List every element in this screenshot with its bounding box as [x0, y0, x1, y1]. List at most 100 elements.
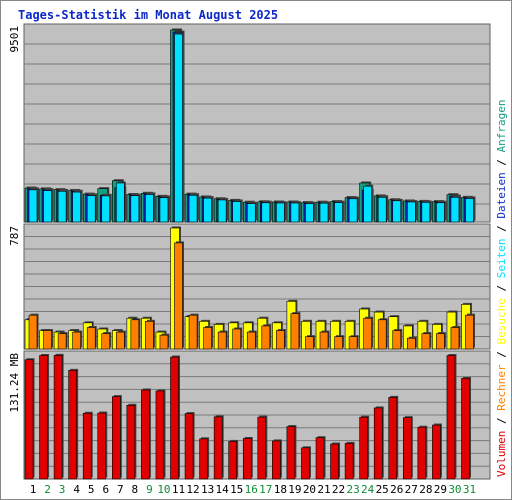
- right-legend: Volumen / Rechner / Besuche / Seiten / D…: [495, 99, 508, 477]
- legend-part-5: /: [495, 278, 508, 298]
- bar-seiten-27: [406, 201, 416, 223]
- legend-part-7: /: [495, 219, 508, 239]
- y-max-label-hits: 9501: [8, 26, 21, 53]
- bar-seiten-30: [450, 197, 460, 223]
- x-tick-label-16: 16: [245, 483, 258, 496]
- bar-rechner-15: [232, 328, 241, 350]
- bar-rechner-13: [203, 327, 212, 350]
- bar-rechner-23: [348, 336, 358, 350]
- x-tick-label-13: 13: [201, 483, 214, 496]
- bar-marks: [24, 28, 476, 480]
- x-tick-label-23: 23: [346, 483, 359, 496]
- legend-part-9: /: [495, 152, 508, 172]
- bar-rechner-7: [116, 331, 125, 350]
- bar-rechner-28: [421, 333, 431, 350]
- bar-seiten-18: [276, 202, 285, 223]
- bar-rechner-14: [217, 331, 227, 350]
- bar-seiten-15: [232, 201, 241, 223]
- x-tick-label-3: 3: [59, 483, 66, 496]
- chart-title: Tages-Statistik im Monat August 2025: [18, 8, 278, 22]
- bar-volumen-5: [82, 412, 92, 480]
- x-tick-label-22: 22: [332, 483, 345, 496]
- bar-rechner-31: [465, 314, 474, 350]
- legend-part-6: Seiten: [495, 239, 508, 279]
- x-tick-label-7: 7: [117, 483, 124, 496]
- bar-seiten-22: [334, 202, 343, 223]
- bar-rechner-11: [174, 242, 183, 350]
- bar-volumen-17: [257, 416, 267, 480]
- legend-part-0: Volumen: [495, 431, 508, 477]
- bar-volumen-2: [39, 355, 48, 480]
- x-tick-label-5: 5: [88, 483, 95, 496]
- bar-volumen-1: [24, 359, 34, 480]
- bar-seiten-7: [116, 182, 125, 223]
- bar-rechner-20: [305, 336, 314, 350]
- x-tick-label-11: 11: [172, 483, 185, 496]
- x-tick-label-8: 8: [132, 483, 139, 496]
- bar-seiten-26: [392, 200, 402, 223]
- bar-rechner-3: [57, 333, 67, 350]
- bar-seiten-28: [421, 202, 431, 223]
- bar-rechner-19: [290, 313, 300, 350]
- bar-rechner-24: [363, 317, 372, 350]
- bar-rechner-10: [159, 334, 169, 350]
- bar-volumen-13: [199, 438, 208, 480]
- x-tick-label-2: 2: [44, 483, 51, 496]
- x-tick-label-10: 10: [157, 483, 170, 496]
- bar-rechner-17: [261, 325, 271, 350]
- bar-volumen-16: [242, 438, 252, 480]
- bar-seiten-1: [28, 189, 38, 223]
- bar-seiten-2: [43, 190, 52, 223]
- x-tick-label-12: 12: [186, 483, 199, 496]
- bar-rechner-21: [319, 331, 329, 350]
- bar-seiten-8: [130, 195, 140, 223]
- bar-volumen-22: [330, 443, 339, 480]
- y-max-label-volume: 131.24 MB: [8, 353, 21, 413]
- bar-rechner-22: [334, 336, 343, 350]
- bar-volumen-15: [228, 441, 237, 480]
- bar-volumen-31: [461, 378, 470, 480]
- bar-seiten-3: [57, 190, 67, 223]
- bar-seiten-21: [319, 202, 329, 223]
- bar-volumen-11: [170, 356, 179, 480]
- x-tick-label-1: 1: [30, 483, 37, 496]
- bar-rechner-25: [377, 319, 387, 350]
- bar-volumen-10: [155, 390, 165, 480]
- x-tick-label-4: 4: [73, 483, 80, 496]
- bar-seiten-14: [217, 199, 227, 223]
- bar-seiten-6: [101, 195, 111, 223]
- y-max-label-visits: 787: [8, 226, 21, 246]
- bar-rechner-29: [436, 333, 445, 350]
- bar-volumen-9: [141, 389, 150, 480]
- bar-rechner-6: [101, 333, 111, 350]
- bar-rechner-26: [392, 330, 402, 350]
- bar-volumen-25: [373, 407, 383, 480]
- bar-rechner-5: [86, 327, 96, 350]
- bar-volumen-24: [359, 416, 368, 480]
- bar-seiten-24: [363, 185, 372, 223]
- x-tick-label-29: 29: [434, 483, 447, 496]
- legend-part-4: Besuche: [495, 298, 508, 344]
- x-tick-label-26: 26: [390, 483, 403, 496]
- bar-seiten-9: [145, 194, 154, 223]
- x-tick-label-19: 19: [288, 483, 301, 496]
- bar-seiten-29: [436, 202, 445, 223]
- x-tick-label-30: 30: [448, 483, 461, 496]
- bar-rechner-9: [145, 321, 154, 350]
- bar-rechner-2: [43, 330, 52, 350]
- bar-volumen-29: [432, 424, 441, 480]
- bar-volumen-23: [344, 443, 354, 480]
- bar-rechner-4: [72, 331, 81, 350]
- x-tick-label-25: 25: [376, 483, 389, 496]
- bar-volumen-30: [446, 355, 456, 480]
- bar-volumen-20: [301, 447, 310, 480]
- x-tick-label-21: 21: [317, 483, 330, 496]
- legend-part-8: Dateien: [495, 172, 508, 218]
- legend-part-3: /: [495, 345, 508, 365]
- bar-seiten-16: [246, 203, 256, 223]
- bar-seiten-11: [174, 33, 183, 223]
- bar-seiten-12: [188, 195, 198, 223]
